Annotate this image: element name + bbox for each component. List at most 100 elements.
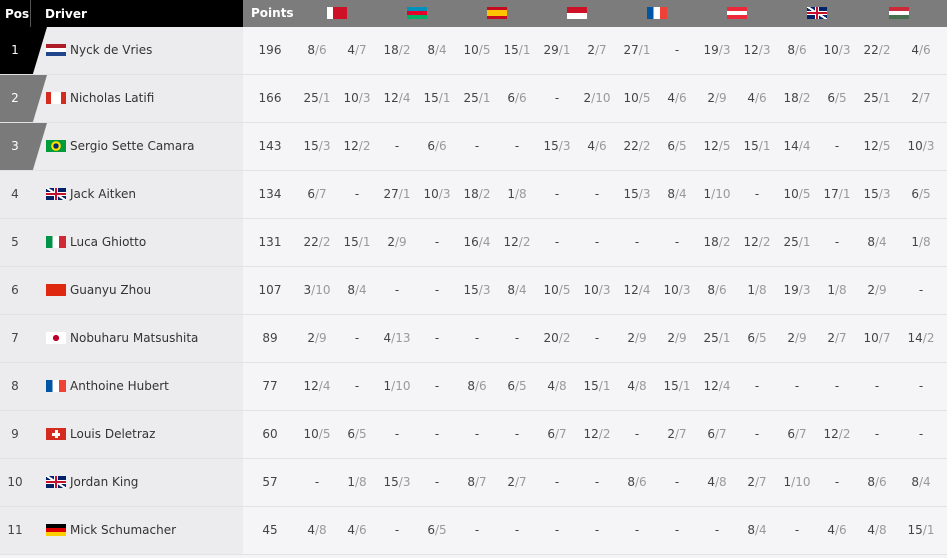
race-points: 6 <box>507 91 515 105</box>
table-row[interactable]: 11 Mick Schumacher 45 4/8 4/6-6/5- - - - - - -8/4-… <box>0 507 947 555</box>
results-cell <box>243 75 947 122</box>
driver-name[interactable]: Luca Ghiotto <box>70 235 147 249</box>
hungary-flag-icon <box>889 7 909 19</box>
race-finish-position: /1 <box>358 235 371 249</box>
driver-name[interactable]: Nicholas Latifi <box>70 91 155 105</box>
points: 134 <box>258 187 282 201</box>
race-result: 14/2 <box>901 331 941 345</box>
race-result: - <box>497 139 537 153</box>
race-points: - <box>834 235 840 249</box>
race-finish-position: /4 <box>874 235 887 249</box>
race-result: 1/8 <box>901 235 941 249</box>
race-finish-position: /5 <box>354 427 367 441</box>
race-points: 8 <box>467 379 475 393</box>
race-points: 22 <box>863 43 879 57</box>
race-result: 15/1 <box>577 379 617 393</box>
race-finish-position: /8 <box>514 187 527 201</box>
race-finish-position: /10 <box>391 379 411 393</box>
race-points: - <box>434 331 440 345</box>
race-result: 15/1 <box>417 91 457 105</box>
race-result: - <box>857 379 897 393</box>
table-row[interactable]: 7 Nobuharu Matsushita 89 2/9-4/13- - -20/2-2/… <box>0 315 947 363</box>
driver-name[interactable]: Jordan King <box>70 475 139 489</box>
race-result: 4/6 <box>817 523 857 537</box>
race-points: - <box>554 523 560 537</box>
austria-flag-icon <box>727 7 747 19</box>
race-finish-position: /7 <box>594 43 607 57</box>
race-result: 12/5 <box>697 139 737 153</box>
race-result: - <box>577 187 617 201</box>
race-result: 10/3 <box>657 283 697 297</box>
table-row[interactable]: 3 Sergio Sette Camara 143 15/3 12/2-6/6- -15/… <box>0 123 947 171</box>
race-points: - <box>594 187 600 201</box>
race-finish-position: /2 <box>922 331 935 345</box>
race-result: 18/2 <box>697 235 737 249</box>
position: 2 <box>11 91 19 105</box>
table-row[interactable]: 9 Louis Deletraz 60 10/5 6/5- - - -6/7 12/2-2/7 6… <box>0 411 947 459</box>
driver-name[interactable]: Sergio Sette Camara <box>70 139 195 153</box>
race-result: 10/3 <box>817 43 857 57</box>
race-points: 8 <box>747 523 755 537</box>
race-result: - <box>377 139 417 153</box>
table-row[interactable]: 8 Anthoine Hubert 77 12/4-1/10-8/6 6/5 4/8 15/… <box>0 363 947 411</box>
driver-name[interactable]: Jack Aitken <box>70 187 137 201</box>
race-points: 8 <box>507 283 515 297</box>
race-points: - <box>674 475 680 489</box>
race-points: - <box>514 427 520 441</box>
race-points: 4 <box>307 523 315 537</box>
driver-name[interactable]: Mick Schumacher <box>70 523 177 537</box>
race-points: 25 <box>463 91 479 105</box>
race-result: 6/5 <box>657 139 697 153</box>
race-points: 4 <box>383 331 392 345</box>
germany-flag-icon <box>46 524 66 536</box>
table-row[interactable]: 2 Nicholas Latifi 166 25/1 10/3 12/4 15/1 25/1 6… <box>0 75 947 123</box>
race-points: - <box>594 475 600 489</box>
driver-name[interactable]: Anthoine Hubert <box>70 379 169 393</box>
points-header[interactable]: Points <box>251 6 294 20</box>
driver-cell <box>0 507 243 554</box>
race-points: 6 <box>707 427 715 441</box>
driver-cell <box>0 219 243 266</box>
race-points: 22 <box>623 139 639 153</box>
table-row[interactable]: 10 Jordan King 57-1/8 15/3-8/7 2/7- -8/6-4/8 2… <box>0 459 947 507</box>
race-finish-position: /7 <box>794 427 807 441</box>
race-result: 18/2 <box>377 43 417 57</box>
position: 4 <box>11 187 19 201</box>
race-result: 4/6 <box>337 523 377 537</box>
italy-flag-icon <box>46 236 66 248</box>
race-result: 12/4 <box>697 379 737 393</box>
race-points: 1 <box>347 475 355 489</box>
race-result: 4/6 <box>577 139 617 153</box>
japan-flag-icon <box>46 332 66 344</box>
race-result: 2/9 <box>377 235 417 249</box>
position: 8 <box>11 379 19 393</box>
race-points: 15 <box>343 235 359 249</box>
race-points: 4 <box>867 523 875 537</box>
race-result: 12/4 <box>377 91 417 105</box>
race-result: - <box>537 523 577 537</box>
race-result: 8/4 <box>737 523 777 537</box>
race-finish-position: /10 <box>791 475 811 489</box>
race-result: 8/4 <box>337 283 377 297</box>
table-row[interactable]: 1 Nyck de Vries 196 8/6 4/7 18/2 8/4 10/5 15/1 29… <box>0 27 947 75</box>
driver-name[interactable]: Nobuharu Matsushita <box>70 331 199 345</box>
driver-cell <box>0 267 243 314</box>
race-finish-position: /7 <box>918 91 931 105</box>
table-row[interactable]: 6 Guanyu Zhou 107 3/10 8/4- -15/3 8/4 10/5 10/3 1… <box>0 267 947 315</box>
race-points: 12 <box>383 91 399 105</box>
race-points: 16 <box>463 235 479 249</box>
race-finish-position: /10 <box>311 283 331 297</box>
table-row[interactable]: 5 Luca Ghiotto 131 22/2 15/1 2/9-16/4 12/2- - - -… <box>0 219 947 267</box>
table-row[interactable]: 4 Jack Aitken 134 6/7-27/1 10/3 18/2 1/8- -15/3… <box>0 171 947 219</box>
pos-header[interactable]: Pos <box>0 0 31 27</box>
race-finish-position: /2 <box>398 43 411 57</box>
driver-header[interactable]: Driver <box>45 6 87 21</box>
driver-name[interactable]: Louis Deletraz <box>70 427 156 441</box>
race-finish-position: /3 <box>758 43 771 57</box>
driver-name[interactable]: Guanyu Zhou <box>70 283 152 297</box>
driver-name[interactable]: Nyck de Vries <box>70 43 153 57</box>
race-points: 15 <box>503 43 519 57</box>
race-result: 3/10 <box>297 283 337 297</box>
race-points: - <box>434 475 440 489</box>
race-points: 2 <box>507 475 515 489</box>
